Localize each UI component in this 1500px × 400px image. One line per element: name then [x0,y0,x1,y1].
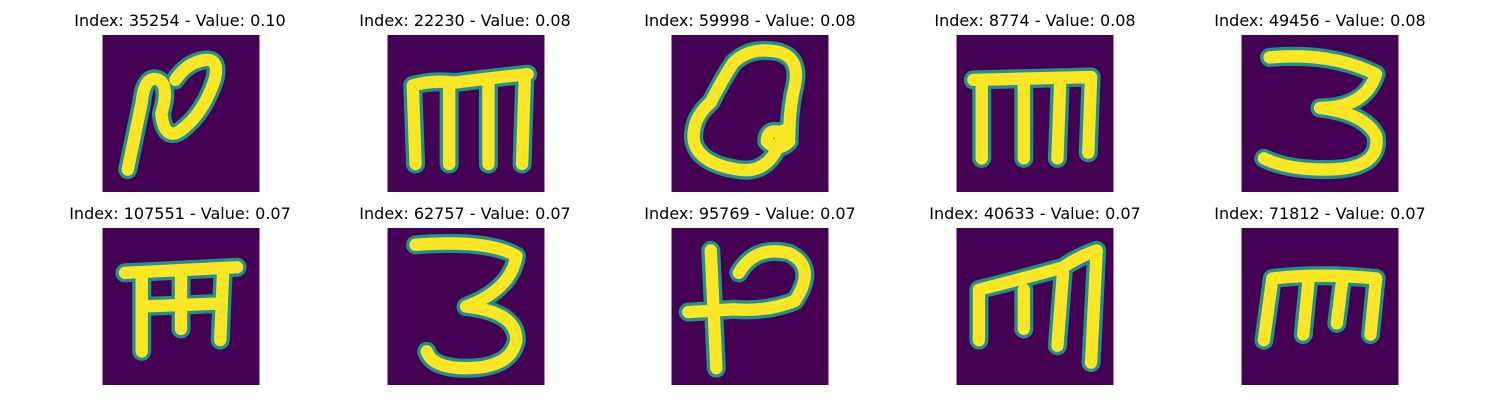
character-image [671,228,829,385]
panel-title: Index: 59998 - Value: 0.08 [644,11,856,30]
character-image [387,35,545,192]
character-image [102,228,260,385]
character-image [671,35,829,192]
panel-title: Index: 95769 - Value: 0.07 [644,204,856,223]
character-image [1241,228,1399,385]
panel-title: Index: 71812 - Value: 0.07 [1214,204,1426,223]
panel-title: Index: 49456 - Value: 0.08 [1214,11,1426,30]
panel-title: Index: 62757 - Value: 0.07 [359,204,571,223]
character-image [956,228,1114,385]
panel-title: Index: 22230 - Value: 0.08 [359,11,571,30]
panel-title: Index: 40633 - Value: 0.07 [929,204,1141,223]
panel-title: Index: 8774 - Value: 0.08 [934,11,1136,30]
panel-title: Index: 35254 - Value: 0.10 [74,11,286,30]
character-image [387,228,545,385]
character-image [956,35,1114,192]
character-image [102,35,260,192]
panel-title: Index: 107551 - Value: 0.07 [69,204,291,223]
character-image [1241,35,1399,192]
